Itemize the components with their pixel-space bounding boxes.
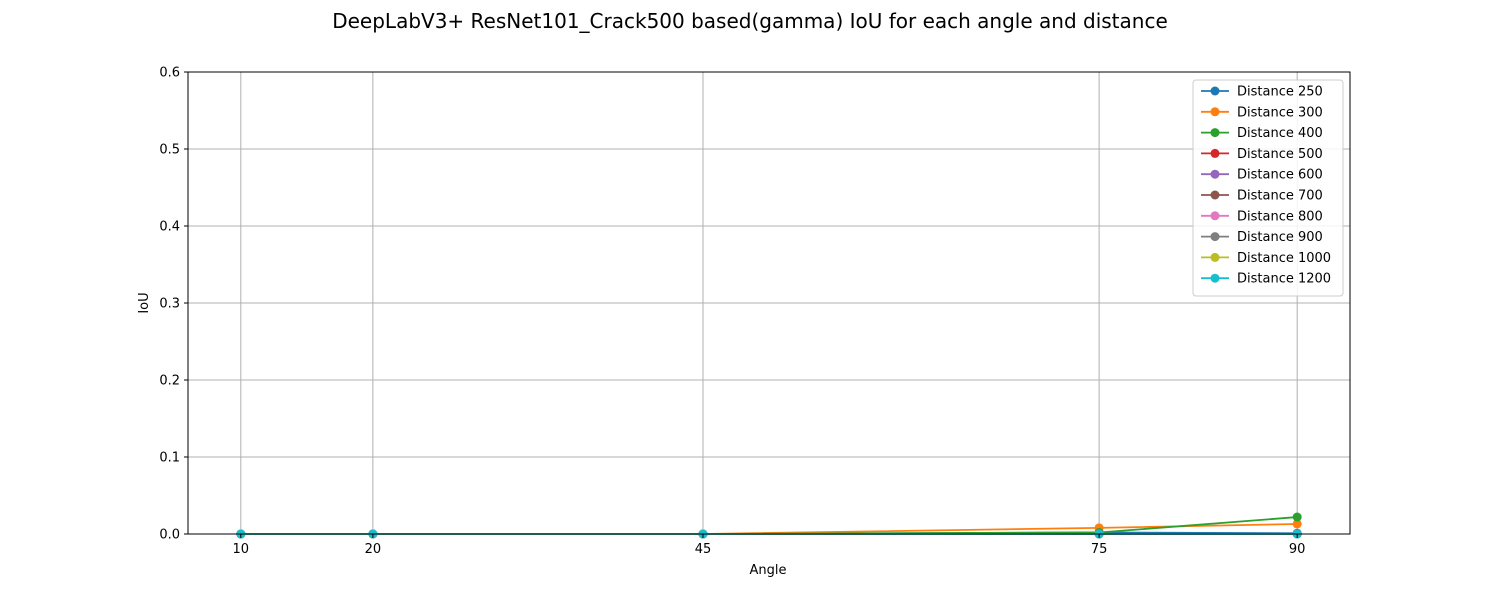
legend-marker [1210, 190, 1220, 200]
y-tick-label: 0.4 [159, 220, 180, 235]
legend-entry: Distance 600 [1201, 168, 1323, 183]
x-axis-ticks: 10 20 45 75 90 [233, 534, 1306, 557]
data-point [1292, 512, 1302, 522]
legend-entry: Distance 500 [1201, 147, 1323, 162]
legend-marker [1210, 86, 1220, 96]
legend-marker [1210, 273, 1220, 283]
x-tick-label: 45 [695, 542, 712, 557]
legend-entry: Distance 800 [1201, 209, 1323, 224]
legend-entry: Distance 900 [1201, 230, 1323, 245]
legend: Distance 250 Distance 300 Distance 400 Dist… [1192, 79, 1344, 297]
legend-marker [1210, 169, 1220, 179]
legend-label: Distance 800 [1237, 209, 1323, 224]
legend-entry: Distance 400 [1201, 126, 1323, 141]
x-axis-label: Angle [750, 563, 787, 578]
legend-marker [1210, 148, 1220, 158]
y-tick-label: 0.6 [159, 66, 180, 81]
x-tick-label: 75 [1091, 542, 1108, 557]
legend-label: Distance 250 [1237, 85, 1323, 100]
legend-entry: Distance 250 [1201, 85, 1323, 100]
legend-label: Distance 400 [1237, 126, 1323, 141]
legend-entry: Distance 1200 [1201, 272, 1331, 287]
x-tick-label: 90 [1289, 542, 1306, 557]
chart-title: DeepLabV3+ ResNet101_Crack500 based(gamm… [332, 9, 1168, 33]
y-tick-label: 0.2 [159, 374, 180, 389]
legend-marker [1210, 128, 1220, 138]
legend-label: Distance 500 [1237, 147, 1323, 162]
legend-label: Distance 600 [1237, 168, 1323, 183]
legend-label: Distance 1200 [1237, 272, 1331, 287]
legend-marker [1210, 211, 1220, 221]
legend-label: Distance 900 [1237, 230, 1323, 245]
legend-marker [1210, 107, 1220, 117]
grid-lines [188, 71, 1350, 535]
legend-label: Distance 300 [1237, 105, 1323, 120]
legend-label: Distance 700 [1237, 189, 1323, 204]
legend-entry: Distance 1000 [1201, 251, 1331, 266]
legend-marker [1210, 252, 1220, 262]
x-tick-label: 10 [233, 542, 250, 557]
y-tick-label: 0.3 [159, 297, 180, 312]
legend-label: Distance 1000 [1237, 251, 1331, 266]
data-point [1292, 519, 1302, 529]
legend-entry: Distance 300 [1201, 105, 1323, 120]
x-tick-label: 20 [365, 542, 382, 557]
y-tick-label: 0.5 [159, 143, 180, 158]
legend-marker [1210, 232, 1220, 242]
legend-box [1192, 79, 1344, 297]
y-tick-label: 0.1 [159, 451, 180, 466]
y-axis-label: IoU [137, 292, 152, 313]
legend-entry: Distance 700 [1201, 189, 1323, 204]
series-layer [236, 512, 1302, 539]
series-line [240, 516, 1298, 535]
y-tick-label: 0.0 [159, 528, 180, 543]
y-axis-ticks: 0.0 0.1 0.2 0.3 0.4 0.5 0.6 [159, 66, 188, 543]
